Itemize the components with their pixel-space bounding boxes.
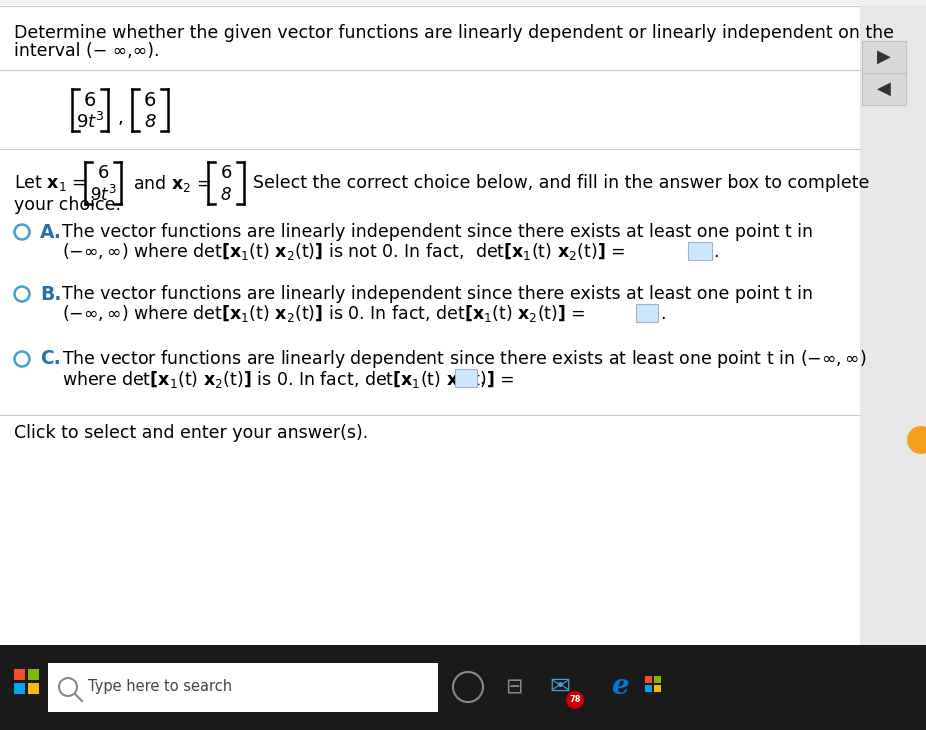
FancyBboxPatch shape — [636, 304, 658, 322]
Circle shape — [907, 426, 926, 454]
Text: ,: , — [118, 109, 124, 127]
Text: 6: 6 — [97, 164, 108, 182]
Text: interval (− ∞,∞).: interval (− ∞,∞). — [14, 42, 159, 60]
Text: The vector functions are linearly independent since there exists at least one po: The vector functions are linearly indepe… — [62, 285, 813, 303]
Text: where det$\mathbf{[x}_1$(t) $\mathbf{x}_2$(t)$\mathbf{]}$ is 0. In fact, det$\ma: where det$\mathbf{[x}_1$(t) $\mathbf{x}_… — [62, 369, 514, 390]
Circle shape — [566, 691, 584, 709]
FancyBboxPatch shape — [28, 669, 39, 680]
FancyBboxPatch shape — [48, 663, 438, 712]
FancyBboxPatch shape — [14, 683, 25, 694]
Text: $(-\infty,\infty)$ where det$\mathbf{[x}_1$(t) $\mathbf{x}_2$(t)$\mathbf{]}$ is : $(-\infty,\infty)$ where det$\mathbf{[x}… — [62, 242, 625, 263]
Text: 6: 6 — [84, 91, 96, 110]
Text: ◀: ◀ — [877, 80, 891, 98]
FancyBboxPatch shape — [645, 685, 652, 692]
FancyBboxPatch shape — [645, 676, 652, 683]
Text: .: . — [479, 370, 484, 388]
Text: B.: B. — [40, 285, 61, 304]
FancyBboxPatch shape — [654, 685, 661, 692]
Text: $(-\infty,\infty)$ where det$\mathbf{[x}_1$(t) $\mathbf{x}_2$(t)$\mathbf{]}$ is : $(-\infty,\infty)$ where det$\mathbf{[x}… — [62, 304, 586, 325]
Text: The vector functions are linearly independent since there exists at least one po: The vector functions are linearly indepe… — [62, 223, 813, 241]
Text: $9t^3$: $9t^3$ — [76, 112, 105, 132]
Text: ▶: ▶ — [877, 48, 891, 66]
Text: .: . — [660, 305, 666, 323]
Text: 8: 8 — [144, 113, 156, 131]
Text: The vector functions are linearly dependent since there exists at least one poin: The vector functions are linearly depend… — [62, 348, 867, 370]
Text: 8: 8 — [220, 186, 232, 204]
FancyBboxPatch shape — [862, 73, 906, 105]
FancyBboxPatch shape — [14, 669, 25, 680]
Text: Determine whether the given vector functions are linearly dependent or linearly : Determine whether the given vector funct… — [14, 24, 894, 42]
FancyBboxPatch shape — [862, 41, 906, 73]
FancyBboxPatch shape — [28, 683, 39, 694]
Text: Click to select and enter your answer(s).: Click to select and enter your answer(s)… — [14, 424, 369, 442]
Text: Let $\mathbf{x}_1$ =: Let $\mathbf{x}_1$ = — [14, 173, 87, 193]
FancyBboxPatch shape — [0, 645, 926, 730]
FancyBboxPatch shape — [688, 242, 712, 260]
FancyBboxPatch shape — [0, 5, 860, 645]
FancyBboxPatch shape — [860, 5, 926, 645]
Text: $9t^3$: $9t^3$ — [90, 185, 117, 205]
FancyBboxPatch shape — [455, 369, 477, 387]
Text: Select the correct choice below, and fill in the answer box to complete: Select the correct choice below, and fil… — [253, 174, 870, 192]
Text: C.: C. — [40, 350, 61, 369]
Text: 6: 6 — [220, 164, 232, 182]
Text: 6: 6 — [144, 91, 156, 110]
Text: and $\mathbf{x}_2$ =: and $\mathbf{x}_2$ = — [133, 172, 211, 193]
Text: ✉: ✉ — [549, 675, 570, 699]
Text: e: e — [611, 674, 629, 701]
Text: A.: A. — [40, 223, 62, 242]
Text: 78: 78 — [569, 696, 581, 704]
FancyBboxPatch shape — [654, 676, 661, 683]
Text: .: . — [713, 243, 719, 261]
Text: ⊟: ⊟ — [506, 677, 523, 697]
Text: Type here to search: Type here to search — [88, 680, 232, 694]
Text: your choice.: your choice. — [14, 196, 121, 214]
